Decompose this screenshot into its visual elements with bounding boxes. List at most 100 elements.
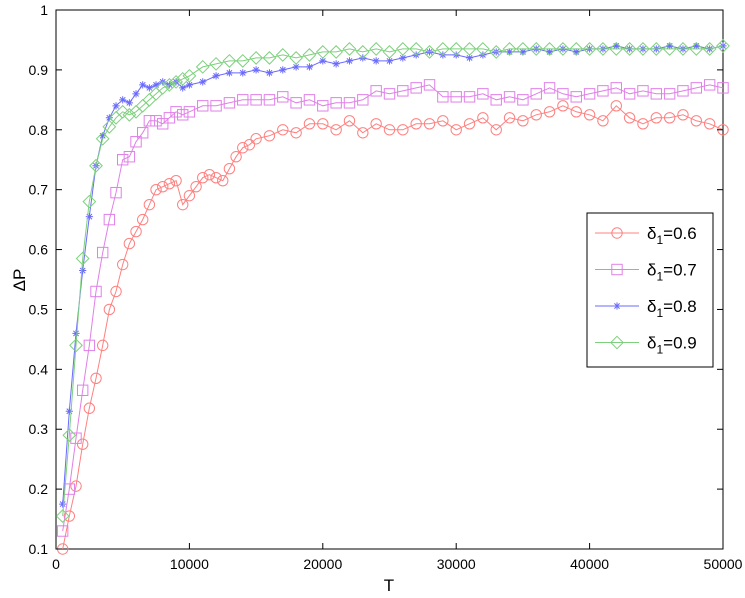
x-tick-label: 10000 bbox=[170, 556, 209, 572]
data-point bbox=[163, 177, 176, 190]
data-point bbox=[545, 48, 554, 56]
data-point bbox=[637, 85, 649, 97]
data-point bbox=[183, 106, 196, 118]
data-point bbox=[692, 42, 700, 50]
data-point bbox=[330, 124, 342, 136]
data-point bbox=[250, 94, 262, 106]
data-point bbox=[209, 56, 223, 71]
data-point bbox=[199, 78, 207, 86]
legend-label: δ1=0.6 bbox=[647, 224, 697, 247]
data-point bbox=[63, 510, 76, 522]
data-point bbox=[543, 106, 556, 118]
data-point bbox=[315, 45, 330, 59]
data-point bbox=[75, 251, 90, 266]
y-tick-label: 0.3 bbox=[29, 421, 49, 437]
data-point bbox=[463, 118, 476, 130]
legend-label: δ1=0.7 bbox=[647, 261, 697, 284]
data-point bbox=[177, 198, 189, 211]
data-point bbox=[583, 109, 596, 121]
data-point bbox=[410, 118, 422, 130]
x-tick-label: 20000 bbox=[303, 556, 342, 572]
data-point bbox=[305, 63, 314, 71]
data-point bbox=[677, 85, 689, 97]
data-point bbox=[163, 112, 176, 124]
data-point bbox=[95, 131, 110, 146]
data-point bbox=[169, 74, 183, 89]
series-layer bbox=[55, 39, 730, 555]
data-point bbox=[395, 42, 410, 56]
data-point bbox=[250, 133, 262, 145]
data-point bbox=[292, 63, 300, 71]
data-point bbox=[382, 45, 397, 59]
legend-marker bbox=[613, 302, 621, 310]
data-point bbox=[397, 85, 409, 97]
data-point bbox=[122, 107, 137, 122]
y-tick-label: 0.1 bbox=[29, 541, 49, 557]
data-point bbox=[76, 438, 89, 450]
data-point bbox=[357, 127, 369, 139]
data-point bbox=[145, 84, 153, 92]
data-point bbox=[56, 525, 69, 537]
x-axis-title: T bbox=[384, 576, 394, 595]
data-point bbox=[343, 115, 356, 127]
data-point bbox=[572, 48, 580, 56]
data-point bbox=[70, 480, 82, 492]
data-point bbox=[423, 118, 436, 130]
data-point bbox=[543, 82, 556, 94]
data-point bbox=[383, 88, 396, 100]
data-point bbox=[409, 42, 424, 56]
data-point bbox=[150, 115, 162, 127]
data-point bbox=[303, 118, 316, 130]
data-point bbox=[110, 285, 122, 298]
data-point bbox=[556, 42, 570, 56]
data-point bbox=[277, 91, 289, 103]
data-point bbox=[96, 246, 109, 259]
data-point bbox=[357, 94, 369, 106]
data-point bbox=[477, 112, 489, 124]
data-point bbox=[503, 112, 516, 124]
data-point bbox=[263, 94, 276, 106]
data-point bbox=[217, 174, 229, 187]
data-point bbox=[370, 118, 382, 130]
data-point bbox=[225, 69, 234, 77]
data-point bbox=[223, 97, 236, 109]
data-point bbox=[529, 42, 544, 56]
data-point bbox=[399, 54, 407, 62]
data-point bbox=[703, 79, 716, 91]
data-point bbox=[369, 42, 384, 56]
data-point bbox=[139, 81, 147, 89]
data-point bbox=[437, 115, 449, 127]
data-point bbox=[557, 100, 569, 112]
legend-marker bbox=[611, 227, 623, 239]
data-point bbox=[96, 339, 109, 352]
data-point bbox=[197, 171, 209, 184]
y-axis-title: ΔP bbox=[10, 269, 29, 292]
data-point bbox=[79, 266, 87, 275]
data-point bbox=[397, 124, 409, 136]
data-point bbox=[252, 66, 260, 74]
data-point bbox=[623, 112, 636, 124]
data-point bbox=[162, 77, 177, 92]
data-point bbox=[703, 118, 716, 130]
data-point bbox=[210, 171, 222, 184]
data-point bbox=[650, 88, 662, 100]
data-point bbox=[76, 384, 89, 396]
data-point bbox=[243, 139, 256, 151]
series-1 bbox=[56, 100, 729, 555]
data-point bbox=[435, 42, 450, 56]
data-point bbox=[690, 82, 703, 94]
data-point bbox=[239, 69, 247, 77]
data-point bbox=[517, 115, 529, 127]
x-tick-label: 40000 bbox=[570, 556, 609, 572]
data-point bbox=[132, 90, 140, 98]
data-point bbox=[59, 500, 67, 508]
y-tick-label: 1 bbox=[40, 2, 48, 18]
data-point bbox=[83, 402, 96, 414]
data-point bbox=[265, 69, 274, 77]
data-point bbox=[82, 194, 97, 209]
data-point bbox=[70, 432, 82, 444]
data-point bbox=[477, 88, 489, 100]
data-point bbox=[69, 338, 83, 353]
data-point bbox=[489, 45, 504, 59]
y-tick-label: 0.6 bbox=[29, 242, 49, 258]
